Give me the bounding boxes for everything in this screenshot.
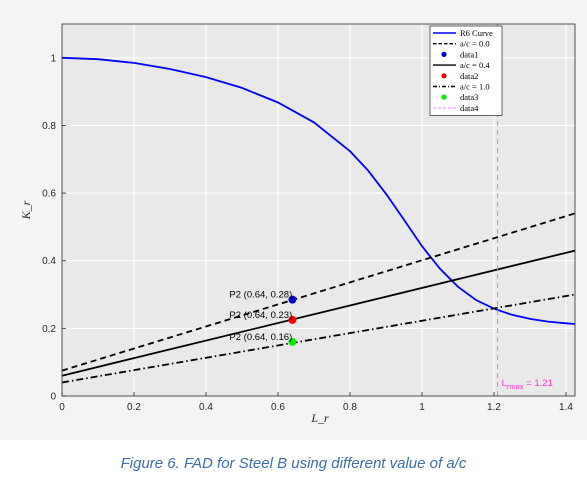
- legend-box: [429, 25, 503, 116]
- x-tick-label: 1.2: [487, 402, 501, 413]
- legend-marker-data3: [441, 94, 447, 100]
- y-tick-label: 1: [50, 53, 56, 64]
- legend-label: data3: [460, 92, 478, 102]
- y-tick-label: 0: [50, 392, 56, 403]
- point-annotation: P2 (0.64, 0.23): [229, 310, 292, 321]
- legend-marker-data2: [441, 73, 447, 79]
- legend-label: data4: [460, 103, 479, 113]
- plot-frame: [61, 23, 576, 397]
- series-a-c-0-4: [61, 249, 576, 377]
- legend-label: a/c = 1.0: [460, 82, 490, 92]
- x-tick-label: 1: [419, 402, 425, 413]
- x-tick-label: 0.6: [271, 402, 285, 413]
- series-r6-curve: [61, 56, 576, 325]
- figure-caption: Figure 6. FAD for Steel B using differen…: [120, 455, 467, 472]
- point-annotation: P2 (0.64, 0.28): [229, 290, 292, 301]
- grid-lines: [61, 24, 575, 397]
- legend-label: data2: [460, 71, 478, 81]
- data-points-layer: [288, 295, 297, 346]
- x-axis-label: L_r: [310, 411, 329, 425]
- lrmax-subscript: rmax: [507, 382, 524, 391]
- y-tick-label: 0.6: [42, 189, 56, 200]
- axis-ticks: 0 0.2 0.4 0.6 0.8 1 1.2 1.4 0 0.2 0.4 0.6 0.8 1: [42, 53, 573, 413]
- x-tick-label: 0.4: [199, 402, 213, 413]
- data-point-data2: [288, 315, 297, 324]
- legend-label: a/c = 0.4: [460, 60, 490, 70]
- x-tick-label: 0.8: [343, 402, 357, 413]
- legend-label: data1: [460, 49, 478, 59]
- data-point-data3: [288, 337, 297, 346]
- legend-label: a/c = 0.0: [460, 39, 490, 49]
- fad-chart: P2 (0.64, 0.28) P2 (0.64, 0.23) P2 (0.64, …: [0, 0, 587, 440]
- annotation-layer: P2 (0.64, 0.28) P2 (0.64, 0.23) P2 (0.64, …: [229, 290, 552, 391]
- x-tick-label: 1.4: [559, 402, 573, 413]
- y-axis-label: K_r: [19, 200, 33, 220]
- x-tick-label: 0.2: [127, 402, 141, 413]
- y-tick-label: 0.8: [42, 121, 56, 132]
- x-tick-label: 0: [59, 402, 65, 413]
- lrmax-suffix: = 1.21: [524, 378, 553, 389]
- data-point-data1: [288, 295, 297, 304]
- lrmax-annotation: Lrmax = 1.21: [502, 378, 553, 391]
- legend-marker-data1: [441, 51, 447, 58]
- point-annotation: P2 (0.64, 0.16): [229, 332, 292, 343]
- legend-label: R6 Curve: [460, 28, 493, 38]
- y-tick-label: 0.2: [42, 324, 56, 335]
- y-tick-label: 0.4: [42, 256, 56, 267]
- lrmax-prefix: L: [502, 378, 507, 389]
